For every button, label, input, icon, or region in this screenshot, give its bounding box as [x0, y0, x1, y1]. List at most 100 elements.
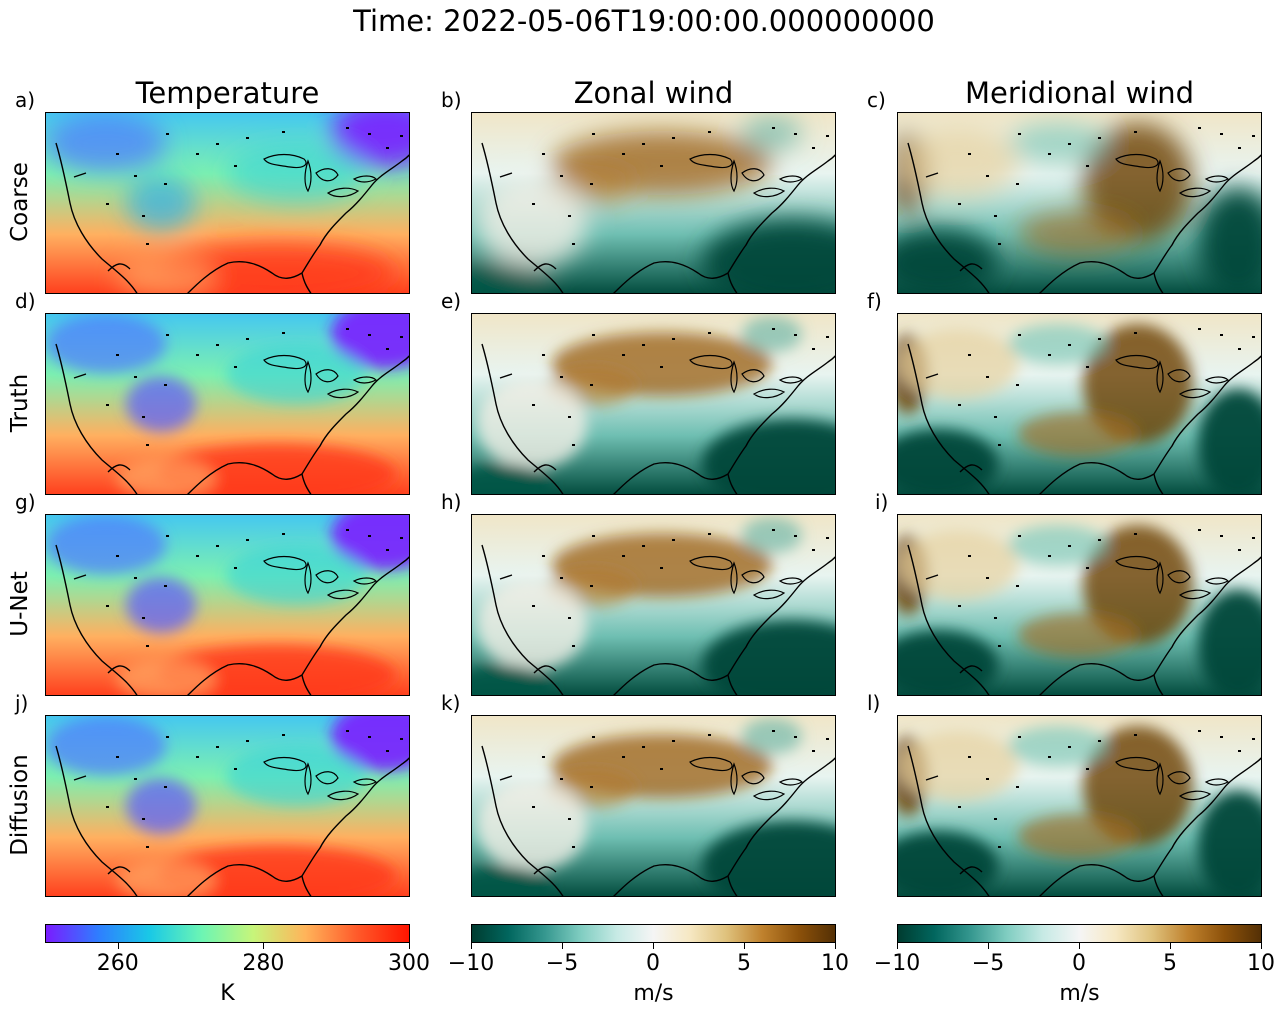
colorbar-tick-label: 5: [1163, 951, 1177, 976]
map-panel-temperature-u-net: [45, 514, 410, 696]
colorbar-tick-label: 5: [737, 951, 751, 976]
panel-letter: d): [15, 289, 36, 313]
great-lakes: [263, 354, 378, 399]
column-title-zonal: Zonal wind: [573, 76, 734, 110]
coastline: [481, 544, 835, 695]
great-lakes: [689, 354, 804, 399]
colorbar-tick-label: 0: [1072, 951, 1086, 976]
colorbar-tick-label: −5: [545, 951, 579, 976]
field-features: [472, 115, 835, 293]
panel-letter: h): [441, 490, 462, 514]
colorbar-tick-label: 300: [388, 951, 430, 976]
coastline: [55, 343, 409, 494]
field-features: [898, 324, 1261, 494]
small-lakes: [958, 529, 1255, 647]
map-heatmap: [46, 515, 409, 695]
map-panel-temperature-diffusion: [45, 715, 410, 897]
great-lakes: [1115, 153, 1230, 198]
colorbar-tick: [897, 943, 898, 949]
panel-letter: g): [15, 490, 36, 514]
map-heatmap: [898, 314, 1261, 494]
panel-letter: f): [867, 289, 882, 313]
map-heatmap: [46, 113, 409, 293]
coastline: [481, 142, 835, 293]
colorbar-tick: [653, 943, 654, 949]
colorbar-tick: [988, 943, 989, 949]
small-lakes: [958, 328, 1255, 446]
colorbar-tick: [562, 943, 563, 949]
great-lakes: [263, 756, 378, 801]
field-features: [46, 716, 409, 896]
map-panel-temperature-truth: [45, 313, 410, 495]
figure-title: Time: 2022-05-06T19:00:00.000000000: [353, 4, 935, 38]
column-title-meridional: Meridional wind: [964, 76, 1195, 110]
panel-letter: i): [875, 490, 889, 514]
great-lakes: [1115, 756, 1230, 801]
colorbar-tick-label: −10: [873, 951, 921, 976]
colorbar-unit-label: m/s: [1059, 981, 1100, 1006]
map-heatmap: [898, 113, 1261, 293]
small-lakes: [958, 730, 1255, 848]
coastline: [907, 142, 1261, 293]
small-lakes: [106, 529, 403, 647]
colorbar-tick-label: −10: [447, 951, 495, 976]
colorbar-tick: [471, 943, 472, 949]
panel-letter: b): [441, 88, 462, 112]
map-panel-zonal-diffusion: [471, 715, 836, 897]
great-lakes: [263, 555, 378, 600]
colorbar-zonal: [471, 924, 836, 943]
row-label-truth: Truth: [7, 373, 33, 433]
row-label-diffusion: Diffusion: [7, 754, 33, 856]
coastline: [55, 142, 409, 293]
map-heatmap: [46, 314, 409, 494]
field-features: [472, 517, 835, 695]
panel-letter: j): [15, 691, 29, 715]
map-heatmap: [472, 716, 835, 896]
colorbar-tick: [409, 943, 410, 949]
small-lakes: [532, 328, 829, 446]
map-panel-zonal-truth: [471, 313, 836, 495]
colorbar-tick: [744, 943, 745, 949]
panel-letter: a): [15, 88, 36, 112]
colorbar-tick-label: 10: [1247, 951, 1275, 976]
colorbar-tick: [1079, 943, 1080, 949]
small-lakes: [532, 529, 829, 647]
small-lakes: [106, 730, 403, 848]
colorbar-tick-label: −5: [971, 951, 1005, 976]
great-lakes: [689, 555, 804, 600]
panel-letter: k): [441, 691, 461, 715]
small-lakes: [958, 127, 1255, 245]
colorbar-tick: [835, 943, 836, 949]
coastline: [55, 745, 409, 896]
colorbar-tick-label: 0: [646, 951, 660, 976]
coastline: [481, 745, 835, 896]
great-lakes: [263, 153, 378, 198]
small-lakes: [532, 127, 829, 245]
map-heatmap: [46, 716, 409, 896]
panel-letter: e): [441, 289, 462, 313]
map-panel-temperature-coarse: [45, 112, 410, 294]
small-lakes: [106, 127, 403, 245]
map-heatmap: [898, 515, 1261, 695]
field-features: [46, 314, 409, 494]
field-features: [472, 316, 835, 494]
map-panel-meridional-diffusion: [897, 715, 1262, 897]
row-label-u-net: U-Net: [7, 571, 33, 637]
map-heatmap: [898, 716, 1261, 896]
map-panel-zonal-coarse: [471, 112, 836, 294]
map-panel-meridional-coarse: [897, 112, 1262, 294]
colorbar-tick: [1170, 943, 1171, 949]
colorbar-unit-label: K: [220, 981, 235, 1006]
small-lakes: [532, 730, 829, 848]
field-features: [46, 113, 409, 293]
colorbar-tick: [117, 943, 119, 949]
coastline: [55, 544, 409, 695]
panel-letter: c): [867, 88, 886, 112]
great-lakes: [1115, 354, 1230, 399]
colorbar-tick: [263, 943, 265, 949]
coastline: [481, 343, 835, 494]
coastline: [907, 544, 1261, 695]
field-features: [898, 123, 1261, 293]
coastline: [907, 343, 1261, 494]
colorbar-tick-label: 260: [96, 951, 139, 976]
